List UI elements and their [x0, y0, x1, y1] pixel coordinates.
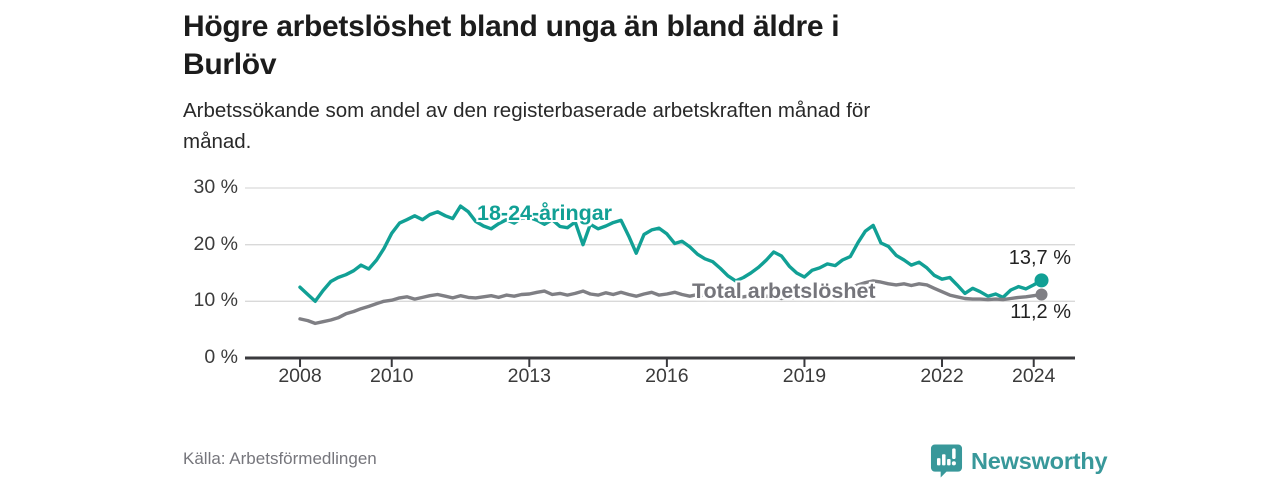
chart-subtitle: Arbetssökande som andel av den registerb… [183, 95, 1043, 157]
page-title: Högre arbetslöshet bland unga än bland ä… [183, 8, 1043, 84]
brand-wordmark: Newsworthy [971, 447, 1108, 474]
source-note: Källa: Arbetsförmedlingen [183, 449, 377, 468]
x-axis-label: 2008 [278, 365, 322, 387]
y-axis-label: 20 % [193, 232, 238, 255]
title-line-1: Högre arbetslöshet bland unga än bland ä… [183, 10, 840, 43]
y-axis-label: 30 % [193, 176, 238, 198]
x-axis-label: 2022 [920, 365, 964, 387]
title-line-2: Burlöv [183, 48, 277, 81]
end-value-label-young: 13,7 % [1008, 247, 1071, 270]
y-axis-label: 10 % [193, 289, 238, 312]
subtitle-line-2: månad. [183, 130, 252, 153]
bar-chart-bubble-icon [930, 444, 963, 478]
x-axis-label: 2024 [1012, 365, 1056, 387]
x-axis-label: 2013 [507, 365, 551, 387]
x-axis-label: 2016 [645, 365, 689, 387]
subtitle-line-1: Arbetssökande som andel av den registerb… [183, 99, 871, 122]
x-axis-label: 2010 [370, 365, 414, 387]
brand-logo: Newsworthy [930, 443, 1108, 479]
x-axis-label: 2019 [782, 365, 827, 387]
y-axis-label: 0 % [204, 346, 238, 368]
series-label-total: Total arbetslöshet [692, 279, 876, 303]
series-label-young: 18-24-åringar [477, 201, 613, 225]
end-value-label-total: 11,2 % [1010, 300, 1071, 323]
